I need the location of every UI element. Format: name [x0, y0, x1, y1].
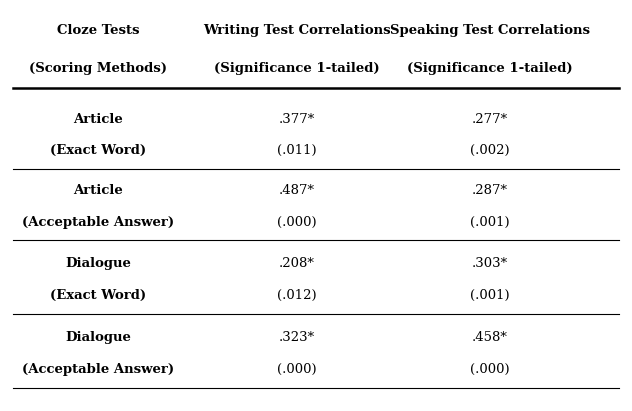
Text: Article: Article [73, 113, 123, 125]
Text: .277*: .277* [471, 113, 508, 125]
Text: (Acceptable Answer): (Acceptable Answer) [22, 216, 174, 229]
Text: (Acceptable Answer): (Acceptable Answer) [22, 363, 174, 376]
Text: (.001): (.001) [470, 216, 509, 229]
Text: .458*: .458* [472, 331, 507, 344]
Text: (Exact Word): (Exact Word) [50, 289, 146, 302]
Text: (.012): (.012) [277, 289, 317, 302]
Text: (.000): (.000) [277, 216, 317, 229]
Text: Dialogue: Dialogue [65, 257, 131, 270]
Text: Cloze Tests: Cloze Tests [57, 24, 139, 37]
Text: .287*: .287* [472, 185, 507, 197]
Text: .303*: .303* [471, 257, 508, 270]
Text: Dialogue: Dialogue [65, 331, 131, 344]
Text: (Scoring Methods): (Scoring Methods) [29, 62, 167, 75]
Text: (.011): (.011) [277, 144, 317, 157]
Text: Article: Article [73, 185, 123, 197]
Text: (.002): (.002) [470, 144, 509, 157]
Text: Speaking Test Correlations: Speaking Test Correlations [390, 24, 590, 37]
Text: (.000): (.000) [470, 363, 509, 376]
Text: .323*: .323* [279, 331, 315, 344]
Text: Writing Test Correlations: Writing Test Correlations [204, 24, 391, 37]
Text: (Exact Word): (Exact Word) [50, 144, 146, 157]
Text: .377*: .377* [279, 113, 315, 125]
Text: (.000): (.000) [277, 363, 317, 376]
Text: (.001): (.001) [470, 289, 509, 302]
Text: .208*: .208* [279, 257, 315, 270]
Text: (Significance 1-tailed): (Significance 1-tailed) [407, 62, 573, 75]
Text: (Significance 1-tailed): (Significance 1-tailed) [214, 62, 380, 75]
Text: .487*: .487* [279, 185, 315, 197]
